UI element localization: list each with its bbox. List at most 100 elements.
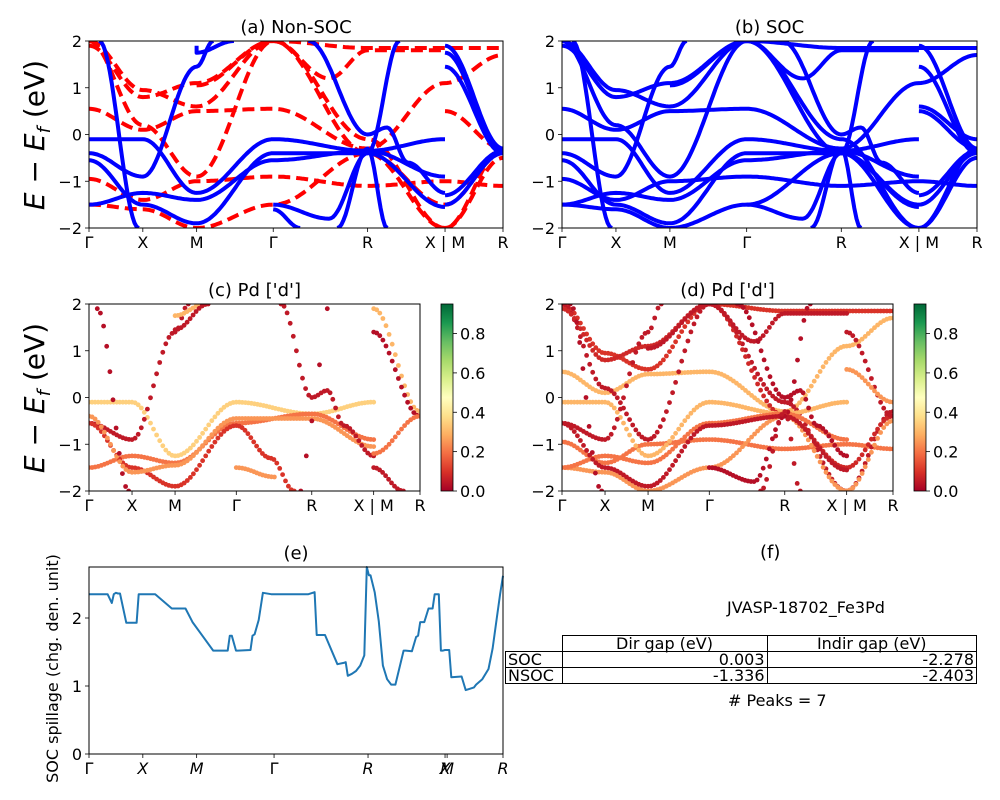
plot-area <box>89 304 420 491</box>
projection-point <box>890 418 893 424</box>
projection-point <box>865 457 871 462</box>
projection-point <box>850 333 856 339</box>
panel-title: (b) SOC <box>735 17 804 38</box>
band-line <box>89 151 446 226</box>
band-line <box>89 174 503 202</box>
projection-point <box>829 438 835 444</box>
projection-point <box>770 448 776 454</box>
projection-point <box>800 390 806 396</box>
projection-point <box>890 315 893 321</box>
projection-point <box>401 488 406 491</box>
projection-point <box>770 436 775 442</box>
projection-point <box>417 409 420 414</box>
projection-point <box>767 403 773 408</box>
projection-point <box>203 426 209 432</box>
projection-point <box>185 304 191 307</box>
projection-point <box>743 441 748 446</box>
projection-point <box>317 362 322 368</box>
projection-point <box>823 454 829 459</box>
projection-point <box>853 460 859 466</box>
projection-point <box>835 447 841 453</box>
projection-point <box>676 453 682 459</box>
projection-point <box>589 450 595 455</box>
projection-point <box>682 348 688 354</box>
projection-point <box>862 334 868 339</box>
projection-point <box>581 332 586 337</box>
y-tick-label: −2 <box>58 219 82 238</box>
projection-point <box>568 425 574 431</box>
projection-point <box>740 305 746 310</box>
projection-point <box>584 353 589 358</box>
band-line <box>562 151 919 226</box>
x-tick-label: M <box>663 233 677 252</box>
projection-point <box>773 427 778 433</box>
projection-point <box>197 446 203 452</box>
projection-point <box>200 443 206 448</box>
gap-table-header-indir: Indir gap (eV) <box>766 635 977 652</box>
projection-point <box>197 435 203 440</box>
projection-point <box>389 341 395 347</box>
dir-gap-value: 0.003 <box>561 651 768 668</box>
projection-point <box>160 443 166 449</box>
projection-point <box>767 325 772 330</box>
projection-point <box>872 388 877 394</box>
projection-point <box>148 395 153 401</box>
x-tick-label: Γ <box>269 233 278 252</box>
projection-point <box>850 463 856 468</box>
projection-point <box>661 475 666 480</box>
projection-point <box>795 357 800 363</box>
projection-point <box>565 423 571 428</box>
projection-point <box>212 428 218 434</box>
colorbar-tick-label: 0.8 <box>460 325 485 344</box>
y-axis-label-row2: E − Ef (eV) <box>18 323 55 473</box>
band-line <box>562 41 688 179</box>
x-tick-label: Γ <box>85 759 94 778</box>
projection-point <box>197 462 203 468</box>
y-tick-label: −1 <box>531 172 555 191</box>
x-tick-label: X <box>136 759 149 778</box>
projection-point <box>862 464 868 470</box>
band-line <box>336 146 389 228</box>
projection-point <box>188 475 193 480</box>
y-axis-label: SOC spillage (chg. den. unit) <box>43 554 62 783</box>
projection-point <box>135 431 141 437</box>
band-line <box>89 151 503 228</box>
projection-point <box>853 481 859 487</box>
y-tick-label: 1 <box>545 79 555 98</box>
projection-point <box>718 307 724 313</box>
projection-point <box>844 311 850 316</box>
projection-point <box>417 413 420 419</box>
projection-point <box>731 453 736 459</box>
projection-point <box>95 419 101 425</box>
projection-point <box>166 335 172 340</box>
projection-point <box>333 405 338 411</box>
projection-point <box>667 438 672 444</box>
projection-point <box>869 436 874 442</box>
projection-point <box>605 435 611 441</box>
panel-f-title: (f) <box>760 542 781 563</box>
projection-point <box>856 477 862 482</box>
projection-point <box>371 437 377 442</box>
projection-point <box>116 451 122 456</box>
band-line <box>89 53 503 151</box>
projection-point <box>676 440 682 446</box>
projection-point <box>673 443 678 449</box>
projection-point <box>135 402 141 408</box>
panel-d: −2 −1 0 1 2 Γ X M Γ R X | M R (d) Pd ['d'] 0.0 0.2 0.4 0… <box>531 280 958 515</box>
projection-point <box>740 347 745 352</box>
projection-point <box>817 459 823 465</box>
projection-point <box>98 424 104 430</box>
panel-title: (d) Pd ['d'] <box>680 280 775 301</box>
x-tick-label: X | M <box>353 496 393 515</box>
projection-point <box>242 427 248 433</box>
y-tick-label: 2 <box>545 32 555 51</box>
projection-point <box>101 323 106 329</box>
projection-point <box>203 439 209 445</box>
colorbar-tick-label: 0.6 <box>933 364 958 383</box>
projection-point <box>374 330 380 336</box>
projection-point <box>568 311 574 317</box>
band-line <box>562 151 977 228</box>
projection-point <box>636 447 642 453</box>
projection-point <box>593 345 599 351</box>
projection-point <box>590 369 596 375</box>
